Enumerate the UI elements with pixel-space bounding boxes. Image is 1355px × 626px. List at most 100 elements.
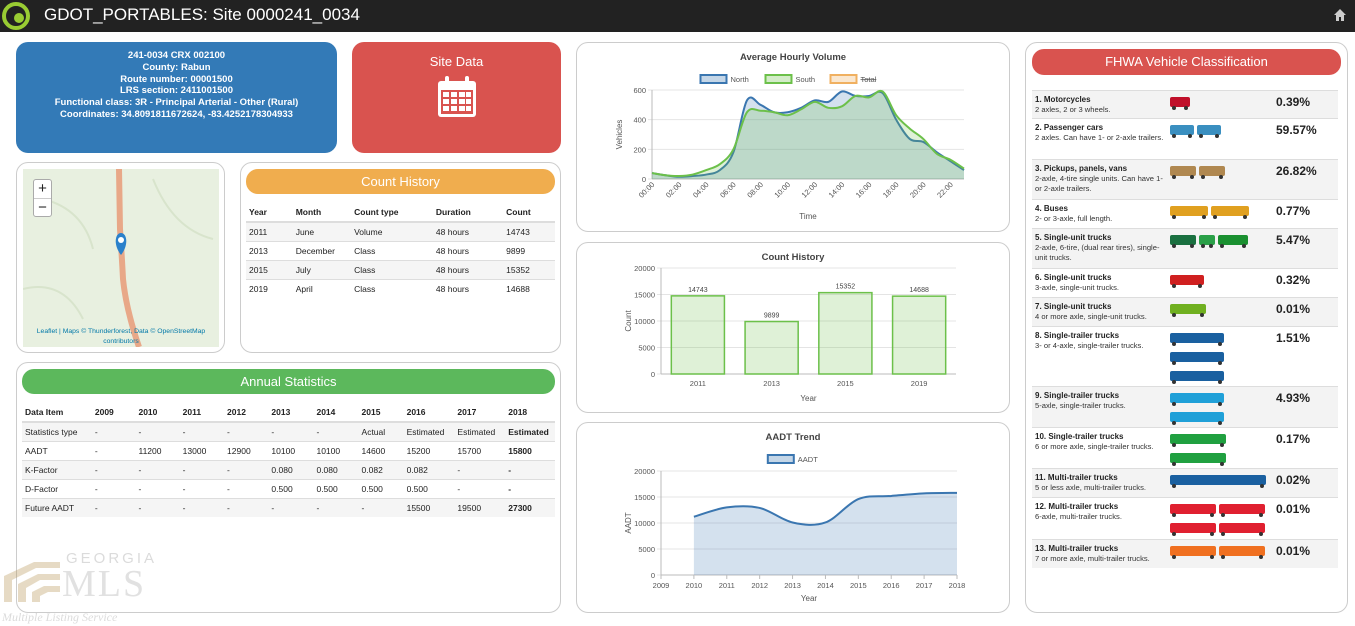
fhwa-percent: 59.57% (1276, 123, 1317, 137)
fhwa-percent: 26.82% (1276, 164, 1317, 178)
chart-panel: AADT Trend AADT 0 5000 10000 15000 20000 2009 20… (576, 422, 1010, 613)
x-tick-label: 2014 (817, 581, 834, 590)
vehicle-body (1170, 166, 1196, 176)
vehicle-body (1170, 352, 1224, 362)
chart-title: Average Hourly Volume (740, 52, 846, 63)
table-cell: - (179, 421, 225, 442)
chart-title: AADT Trend (766, 432, 821, 443)
legend-label: Total (861, 75, 877, 84)
wheel (1172, 421, 1176, 425)
table-cell: Statistics type (22, 421, 92, 442)
map-panel: + − Leaflet | Maps © Thunderforest, Data… (16, 162, 225, 353)
table-cell: Future AADT (22, 498, 92, 517)
vehicle-body (1170, 275, 1204, 285)
fhwa-row: 9. Single-trailer trucks 5-axle, single-t… (1032, 386, 1338, 427)
y-tick-label: 400 (633, 116, 646, 125)
site-data-button[interactable]: Site Data (352, 42, 561, 153)
fhwa-description: 2-axle, 4-tire single units. Can have 1-… (1035, 174, 1163, 193)
wheel (1210, 555, 1214, 559)
count-history-table: Year Month Count type Duration Count 2011 June… (246, 203, 555, 298)
home-icon[interactable] (1333, 8, 1347, 22)
column-header: Duration (432, 203, 504, 223)
wheel (1172, 361, 1176, 365)
column-header: 2010 (135, 403, 180, 423)
table-cell: - (224, 460, 269, 480)
wheel (1210, 532, 1214, 536)
watermark-logo (4, 562, 60, 602)
table-row: AADT -11200 13000 12900 10100 10100 14600 15200… (22, 441, 555, 461)
fhwa-description: 6 or more axle, single-trailer trucks. (1035, 442, 1154, 451)
fhwa-panel: FHWA Vehicle Classification 1. Motorcycl… (1025, 42, 1348, 613)
site-info: 241-0034 CRX 002100 County: Rabun Route nu… (16, 42, 337, 153)
table-cell: Class (351, 260, 433, 280)
legend-swatch (699, 74, 728, 84)
table-cell: 15500 (403, 498, 455, 517)
x-tick-label: 02:00 (664, 180, 684, 200)
table-cell: - (91, 479, 136, 499)
table-cell: - (91, 421, 136, 442)
wheel (1221, 513, 1225, 517)
vehicle-icon (1170, 97, 1190, 110)
fhwa-percent: 0.77% (1276, 204, 1311, 218)
site-info-line: Functional class: 3R - Principal Arteria… (54, 97, 299, 109)
vehicle-body (1170, 125, 1194, 135)
vehicle-body (1170, 206, 1208, 216)
table-cell: June (292, 221, 352, 242)
table-cell: - (268, 421, 314, 442)
wheel (1190, 244, 1194, 248)
x-tick-label: 2019 (911, 379, 928, 388)
map[interactable] (23, 169, 219, 347)
table-cell: December (292, 241, 352, 261)
vehicle-body (1219, 504, 1265, 514)
table-cell: 48 hours (432, 260, 504, 280)
vehicle-body (1199, 235, 1215, 245)
fhwa-name: 2. Passenger cars (1035, 123, 1104, 132)
watermark-brand: GEORGIA (66, 550, 158, 567)
count-history-title: Count History (246, 169, 555, 194)
y-tick-label: 0 (651, 370, 655, 379)
value-label: 15352 (836, 284, 856, 291)
x-tick-label: 00:00 (637, 180, 657, 200)
chart-panel: Average Hourly Volume Vehicles 0 200 400 600 0… (576, 42, 1010, 232)
table-cell: AADT (22, 441, 92, 461)
zoom-in[interactable]: + (34, 180, 51, 199)
vehicle-body (1170, 453, 1226, 463)
table-cell: 15352 (503, 260, 555, 280)
x-tick-label: 04:00 (691, 180, 711, 200)
legend-label: South (796, 75, 816, 84)
x-tick-label: 08:00 (745, 180, 765, 200)
y-axis-label: Count (624, 310, 633, 332)
wheel (1172, 215, 1176, 219)
table-cell: - (224, 479, 269, 499)
value-label: 9899 (764, 313, 780, 320)
table-cell: - (268, 498, 314, 517)
vehicle-icon (1170, 393, 1224, 425)
fhwa-name: 4. Buses (1035, 204, 1068, 213)
vehicle-body (1170, 412, 1224, 422)
wheel (1219, 175, 1223, 179)
calendar-icon (437, 76, 476, 117)
legend-swatch (829, 74, 858, 84)
y-axis-label: Vehicles (615, 120, 624, 150)
y-tick-label: 10000 (634, 317, 655, 326)
vehicle-body (1170, 434, 1226, 444)
fhwa-row: 4. Buses 2- or 3-axle, full length. 0.77% (1032, 199, 1338, 228)
fhwa-description: 2- or 3-axle, full length. (1035, 214, 1113, 223)
line (651, 89, 965, 178)
fhwa-description: 6-axle, multi-trailer trucks. (1035, 512, 1122, 521)
table-cell: 0.500 (358, 479, 404, 499)
x-tick-label: 12:00 (800, 180, 820, 200)
y-tick-label: 200 (633, 145, 646, 154)
table-cell: 0.080 (268, 460, 314, 480)
map-attribution: Leaflet | Maps © Thunderforest, Data © O… (36, 328, 206, 345)
annual-statistics-panel: Annual Statistics Data Item 2009 2010 2011 2… (16, 362, 561, 613)
table-cell: 14600 (358, 441, 404, 461)
zoom-out[interactable]: − (38, 199, 47, 216)
table-cell: - (135, 421, 180, 442)
table-cell: Estimated (454, 421, 506, 442)
wheel (1200, 313, 1204, 317)
table-cell: - (313, 421, 359, 442)
vehicle-icon (1170, 275, 1204, 288)
table-row: 2011 June Volume 48 hours 14743 (246, 221, 555, 242)
area (652, 90, 964, 179)
